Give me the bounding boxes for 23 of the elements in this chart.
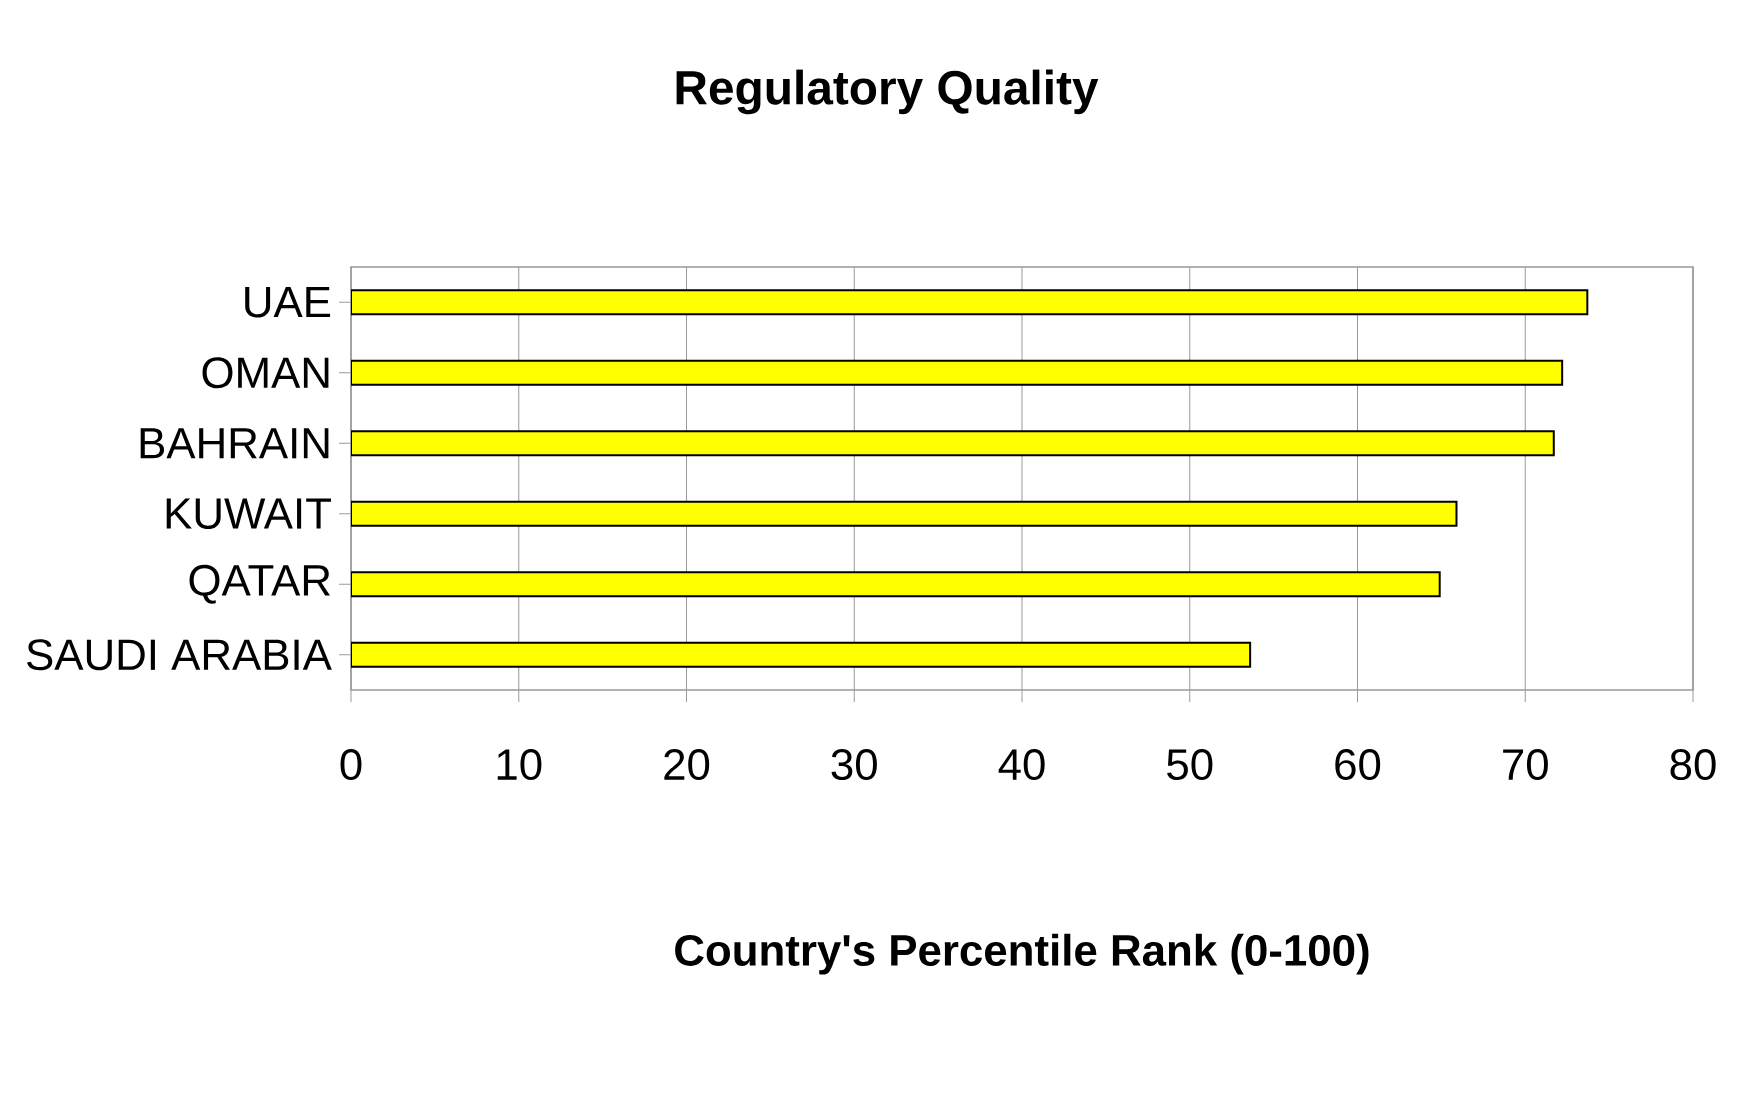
bar	[351, 289, 1589, 316]
x-tick-label: 10	[497, 749, 542, 781]
bar	[351, 500, 1458, 527]
x-tick-label: 60	[1335, 749, 1381, 781]
bar	[351, 571, 1441, 598]
x-tick-label: 20	[664, 749, 710, 781]
y-tick-label: SAUDI ARABIA	[27, 639, 332, 671]
x-axis-title: Country's Percentile Rank (0-100)	[675, 933, 1369, 975]
chart-title: Regulatory Quality	[676, 69, 1099, 115]
y-tick-label: QATAR	[189, 564, 330, 604]
y-tick-label: BAHRAIN	[140, 428, 329, 459]
x-tick-label: 40	[998, 749, 1045, 781]
x-tick-label: 0	[340, 749, 362, 781]
x-tick-label: 30	[831, 749, 877, 781]
bar	[351, 430, 1555, 457]
bar	[351, 359, 1564, 386]
x-tick-label: 80	[1670, 749, 1716, 781]
y-tick-label: KUWAIT	[166, 498, 331, 530]
x-tick-label: 70	[1503, 749, 1548, 781]
x-tick-label: 50	[1167, 749, 1213, 781]
bar	[351, 641, 1252, 668]
y-tick-label: UAE	[245, 286, 331, 318]
y-tick-label: OMAN	[202, 357, 329, 389]
